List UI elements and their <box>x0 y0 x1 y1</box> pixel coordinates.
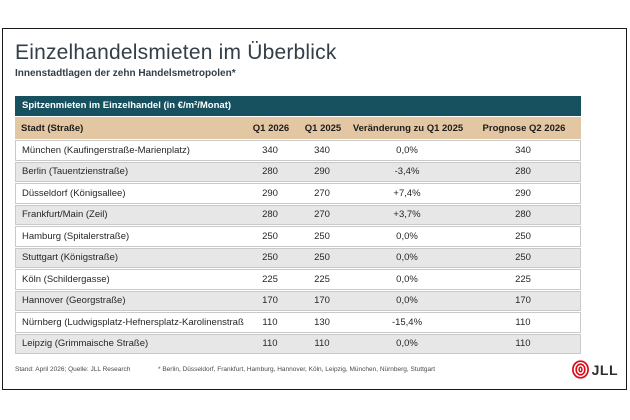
cell-q1-2026: 110 <box>262 316 278 328</box>
cell-city: Köln (Schildergasse) <box>22 273 110 285</box>
cell-city: Stuttgart (Königstraße) <box>22 252 119 264</box>
cell-forecast: 280 <box>515 209 531 221</box>
table-row-frankfurt: Frankfurt/Main (Zeil) 280 270 +3,7% 280 <box>15 204 581 225</box>
footer-footnote: * Berlin, Düsseldorf, Frankfurt, Hamburg… <box>158 366 436 373</box>
cell-city: Leipzig (Grimmaische Straße) <box>22 338 149 350</box>
cell-change: +7,4% <box>393 187 421 199</box>
table-row-hamburg: Hamburg (Spitalerstraße) 250 250 0,0% 25… <box>15 226 581 247</box>
cell-q1-2025: 225 <box>314 273 330 285</box>
column-header-change: Veränderung zu Q1 2025 <box>352 122 464 134</box>
table-row-duesseldorf: Düsseldorf (Königsallee) 290 270 +7,4% 2… <box>15 183 581 204</box>
cell-q1-2026: 110 <box>262 338 278 350</box>
cell-change: 0,0% <box>396 273 418 285</box>
cell-change: 0,0% <box>396 295 418 307</box>
table-row-berlin: Berlin (Tauentzienstraße) 280 290 -3,4% … <box>15 161 581 182</box>
cell-q1-2026: 250 <box>262 252 278 264</box>
cell-q1-2025: 290 <box>314 166 330 178</box>
jll-rings-icon <box>571 360 590 379</box>
table-row-nuernberg: Nürnberg (Ludwigsplatz-Hefnersplatz-Karo… <box>15 312 581 333</box>
cell-q1-2025: 170 <box>314 295 330 307</box>
cell-change: 0,0% <box>396 144 418 156</box>
cell-forecast: 110 <box>515 316 531 328</box>
cell-q1-2026: 340 <box>262 144 278 156</box>
jll-logo: JLL <box>571 360 618 379</box>
cell-q1-2025: 130 <box>314 316 330 328</box>
cell-city: Hamburg (Spitalerstraße) <box>22 230 130 242</box>
cell-q1-2026: 250 <box>262 230 278 242</box>
slide-footer: Stand: April 2026; Quelle: JLL Research … <box>15 360 618 379</box>
cell-q1-2025: 110 <box>314 338 330 350</box>
table-row-leipzig: Leipzig (Grimmaische Straße) 110 110 0,0… <box>15 333 581 354</box>
table-row-hannover: Hannover (Georgstraße) 170 170 0,0% 170 <box>15 290 581 311</box>
cell-forecast: 340 <box>515 144 531 156</box>
cell-city: Berlin (Tauentzienstraße) <box>22 166 129 178</box>
cell-forecast: 110 <box>515 338 531 350</box>
cell-change: -3,4% <box>394 166 420 178</box>
cell-city: Nürnberg (Ludwigsplatz-Hefnersplatz-Karo… <box>22 316 244 328</box>
cell-forecast: 250 <box>515 252 531 264</box>
cell-q1-2025: 270 <box>314 187 330 199</box>
column-header-q1-2025: Q1 2025 <box>304 122 342 134</box>
column-header-q1-2026: Q1 2026 <box>252 122 290 134</box>
cell-q1-2025: 250 <box>314 230 330 242</box>
cell-change: 0,0% <box>396 230 418 242</box>
cell-q1-2026: 280 <box>262 166 278 178</box>
cell-forecast: 170 <box>515 295 531 307</box>
cell-city: München (Kaufingerstraße-Marienplatz) <box>22 144 190 156</box>
column-header-forecast: Prognose Q2 2026 <box>482 122 566 134</box>
table-header-row: Stadt (Straße) Q1 2026 Q1 2025 Veränderu… <box>15 117 581 139</box>
cell-change: -15,4% <box>391 316 423 328</box>
cell-change: 0,0% <box>396 252 418 264</box>
jll-logo-text: JLL <box>591 361 618 378</box>
cell-city: Frankfurt/Main (Zeil) <box>22 209 108 221</box>
cell-q1-2025: 270 <box>314 209 330 221</box>
cell-q1-2026: 170 <box>262 295 278 307</box>
footer-status: Stand: April 2026; Quelle: JLL Research <box>15 366 131 373</box>
table-row-muenchen: München (Kaufingerstraße-Marienplatz) 34… <box>15 140 581 161</box>
column-header-city: Stadt (Straße) <box>21 122 84 134</box>
cell-q1-2026: 225 <box>262 273 278 285</box>
cell-q1-2026: 280 <box>262 209 278 221</box>
cell-city: Düsseldorf (Königsallee) <box>22 187 126 199</box>
cell-forecast: 280 <box>515 166 531 178</box>
page-title: Einzelhandelsmieten im Überblick <box>15 41 337 64</box>
cell-q1-2026: 290 <box>262 187 278 199</box>
cell-change: +3,7% <box>393 209 421 221</box>
table-row-stuttgart: Stuttgart (Königstraße) 250 250 0,0% 250 <box>15 247 581 268</box>
cell-change: 0,0% <box>396 338 418 350</box>
rent-table: Spitzenmieten im Einzelhandel (in €/m²/M… <box>15 96 581 354</box>
cell-city: Hannover (Georgstraße) <box>22 295 126 307</box>
cell-forecast: 225 <box>515 273 531 285</box>
cell-forecast: 250 <box>515 230 531 242</box>
table-row-koeln: Köln (Schildergasse) 225 225 0,0% 225 <box>15 269 581 290</box>
cell-q1-2025: 250 <box>314 252 330 264</box>
page-subtitle: Innenstadtlagen der zehn Handelsmetropol… <box>15 68 236 79</box>
cell-q1-2025: 340 <box>314 144 330 156</box>
slide-frame: Einzelhandelsmieten im Überblick Innenst… <box>2 28 627 390</box>
table-caption: Spitzenmieten im Einzelhandel (in €/m²/M… <box>15 96 581 116</box>
cell-forecast: 290 <box>515 187 531 199</box>
